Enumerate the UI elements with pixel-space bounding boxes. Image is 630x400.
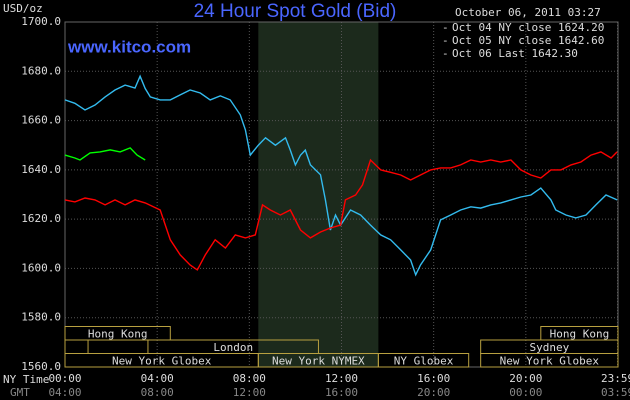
session-label: New York Globex: [500, 354, 600, 367]
source: www.kitco.com: [67, 37, 191, 56]
x-tick-label: 00:00: [48, 372, 81, 385]
timestamp: October 06, 2011 03:27: [455, 6, 601, 19]
plot-back: [64, 21, 619, 368]
x2-tick-label: 16:00: [325, 386, 358, 399]
legend-marker: -: [442, 21, 449, 34]
x2-tick-label: 00:00: [509, 386, 542, 399]
session-label: New York Globex: [112, 354, 212, 367]
x-tick-label: 16:00: [417, 372, 450, 385]
y-axis-label: USD/oz: [3, 2, 43, 15]
y-tick-label: 1640.0: [21, 163, 61, 176]
y-tick-label: 1700.0: [21, 15, 61, 28]
y-tick-label: 1660.0: [21, 114, 61, 127]
session-box: [377, 353, 470, 368]
y-tick-label: 1620.0: [21, 212, 61, 225]
x-tick-label: 23:59: [601, 372, 630, 385]
session-label: New York NYMEX: [272, 354, 365, 367]
session-box: [64, 326, 171, 341]
legend-label: Oct 06 Last 1642.30: [452, 47, 578, 60]
x2-tick-label: 20:00: [417, 386, 450, 399]
session-label: Hong Kong: [88, 327, 148, 340]
x-tick-label: 12:00: [325, 372, 358, 385]
session-box: [480, 353, 619, 368]
x2-axis-label: GMT: [10, 386, 30, 399]
x-tick-label: 04:00: [141, 372, 174, 385]
x2-tick-label: 12:00: [233, 386, 266, 399]
session-label: London: [213, 341, 253, 354]
x2-tick-label: 04:00: [48, 386, 81, 399]
x-axis-label: NY Time: [3, 373, 49, 386]
session-label: NY Globex: [394, 354, 454, 367]
y-tick-label: 1680.0: [21, 64, 61, 77]
session-label: Hong Kong: [550, 327, 610, 340]
legend-label: Oct 05 NY close 1642.60: [452, 34, 604, 47]
y-tick-label: 1600.0: [21, 261, 61, 274]
legend-label: Oct 04 NY close 1624.20: [452, 21, 604, 34]
y-tick-label: 1580.0: [21, 311, 61, 324]
x2-tick-label: 08:00: [141, 386, 174, 399]
x-tick-label: 20:00: [509, 372, 542, 385]
y-tick-label: 1560.0: [21, 360, 61, 373]
series-line: [64, 151, 618, 271]
x2-tick-label: 03:59: [601, 386, 630, 399]
highlight-band: [258, 22, 379, 367]
x-tick-label: 08:00: [233, 372, 266, 385]
legend-marker: -: [442, 34, 449, 47]
chart-title: 24 Hour Spot Gold (Bid): [194, 1, 397, 22]
series-line: [64, 74, 618, 277]
session-label: Sydney: [529, 341, 569, 354]
legend-marker: -: [442, 47, 449, 60]
series-line: [64, 147, 146, 161]
